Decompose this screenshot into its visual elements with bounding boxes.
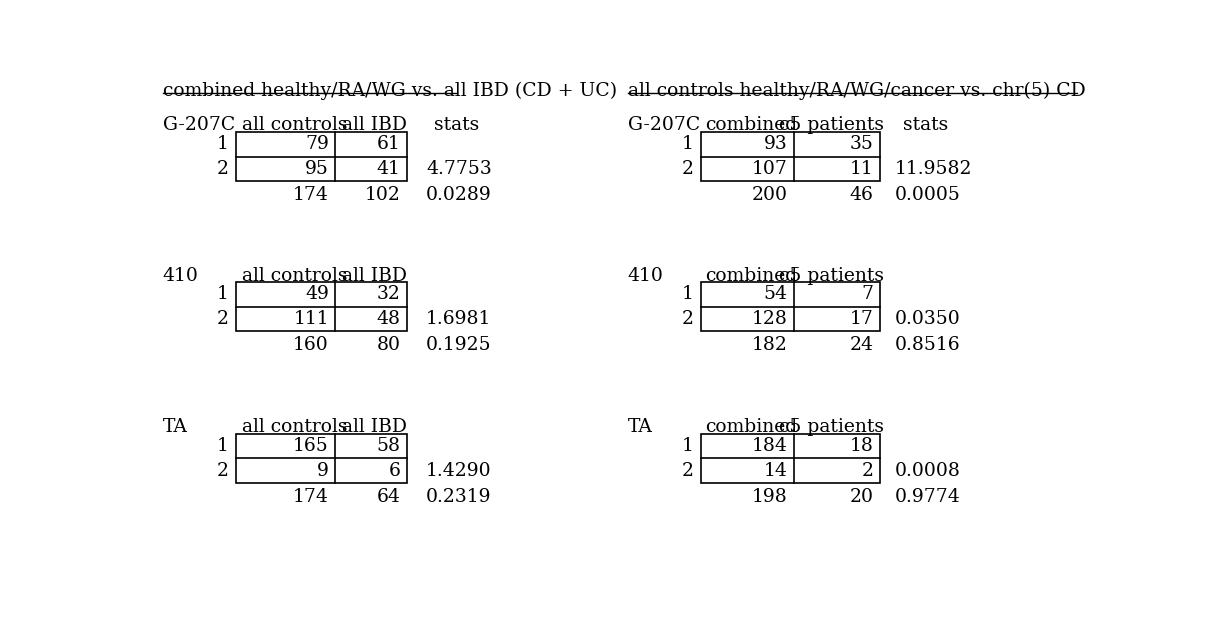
Text: 64: 64: [377, 488, 401, 506]
Text: 79: 79: [306, 135, 329, 153]
Text: c5 patients: c5 patients: [779, 418, 884, 436]
Text: 80: 80: [377, 336, 401, 354]
Text: TA: TA: [628, 418, 652, 436]
Text: 1: 1: [681, 437, 693, 455]
Text: 2: 2: [216, 310, 228, 328]
Text: 58: 58: [377, 437, 401, 455]
Text: 1: 1: [216, 285, 228, 303]
Text: combined healthy/RA/WG vs. all IBD (CD + UC): combined healthy/RA/WG vs. all IBD (CD +…: [163, 82, 617, 100]
Bar: [237, 132, 407, 181]
Text: 1: 1: [681, 285, 693, 303]
Text: 2: 2: [681, 310, 693, 328]
Text: 1.6981: 1.6981: [426, 310, 492, 328]
Text: 61: 61: [377, 135, 401, 153]
Text: 1.4290: 1.4290: [426, 462, 492, 480]
Text: 32: 32: [377, 285, 401, 303]
Text: 160: 160: [294, 336, 329, 354]
Text: 2: 2: [861, 462, 873, 480]
Text: 0.2319: 0.2319: [426, 488, 492, 506]
Text: 174: 174: [294, 488, 329, 506]
Text: 46: 46: [849, 186, 873, 204]
Text: 0.9774: 0.9774: [895, 488, 960, 506]
Text: 0.0289: 0.0289: [426, 186, 492, 204]
Text: all controls: all controls: [242, 418, 347, 436]
Text: 200: 200: [751, 186, 788, 204]
Text: 1: 1: [216, 135, 228, 153]
Text: combined: combined: [705, 117, 797, 134]
Text: 95: 95: [306, 160, 329, 178]
Text: 2: 2: [216, 160, 228, 178]
Text: 41: 41: [377, 160, 401, 178]
Text: 410: 410: [163, 266, 198, 285]
Text: stats: stats: [902, 117, 948, 134]
Text: 1: 1: [681, 135, 693, 153]
Text: 9: 9: [316, 462, 329, 480]
Text: 49: 49: [306, 285, 329, 303]
Text: 165: 165: [294, 437, 329, 455]
Text: c5 patients: c5 patients: [779, 266, 884, 285]
Text: all IBD: all IBD: [342, 266, 407, 285]
Text: 0.1925: 0.1925: [426, 336, 492, 354]
Text: 182: 182: [751, 336, 788, 354]
Text: 35: 35: [849, 135, 873, 153]
Text: 20: 20: [849, 488, 873, 506]
Bar: [237, 434, 407, 483]
Text: combined: combined: [705, 266, 797, 285]
Text: 2: 2: [681, 160, 693, 178]
Text: G-207C: G-207C: [628, 117, 699, 134]
Text: all controls: all controls: [242, 266, 347, 285]
Text: TA: TA: [163, 418, 187, 436]
Text: 0.0350: 0.0350: [895, 310, 960, 328]
Text: 111: 111: [294, 310, 329, 328]
Text: 17: 17: [849, 310, 873, 328]
Text: 198: 198: [753, 488, 788, 506]
Bar: [702, 282, 879, 331]
Text: 128: 128: [751, 310, 788, 328]
Bar: [702, 132, 879, 181]
Text: 11.9582: 11.9582: [895, 160, 972, 178]
Text: G-207C: G-207C: [163, 117, 234, 134]
Text: combined: combined: [705, 418, 797, 436]
Text: 0.0008: 0.0008: [895, 462, 960, 480]
Text: 410: 410: [628, 266, 663, 285]
Text: stats: stats: [434, 117, 480, 134]
Text: 2: 2: [681, 462, 693, 480]
Text: 0.8516: 0.8516: [895, 336, 960, 354]
Text: c5 patients: c5 patients: [779, 117, 884, 134]
Text: 24: 24: [849, 336, 873, 354]
Text: all IBD: all IBD: [342, 117, 407, 134]
Text: 18: 18: [849, 437, 873, 455]
Text: 174: 174: [294, 186, 329, 204]
Text: 1: 1: [216, 437, 228, 455]
Text: 102: 102: [365, 186, 401, 204]
Text: 107: 107: [751, 160, 788, 178]
Text: 4.7753: 4.7753: [426, 160, 492, 178]
Text: all controls: all controls: [242, 117, 347, 134]
Text: 2: 2: [216, 462, 228, 480]
Text: 11: 11: [849, 160, 873, 178]
Text: 93: 93: [763, 135, 788, 153]
Text: 54: 54: [763, 285, 788, 303]
Text: 48: 48: [377, 310, 401, 328]
Text: 14: 14: [763, 462, 788, 480]
Text: 0.0005: 0.0005: [895, 186, 960, 204]
Bar: [702, 434, 879, 483]
Text: 6: 6: [389, 462, 401, 480]
Text: 184: 184: [751, 437, 788, 455]
Text: all controls healthy/RA/WG/cancer vs. chr(5) CD: all controls healthy/RA/WG/cancer vs. ch…: [628, 82, 1085, 100]
Bar: [237, 282, 407, 331]
Text: 7: 7: [861, 285, 873, 303]
Text: all IBD: all IBD: [342, 418, 407, 436]
